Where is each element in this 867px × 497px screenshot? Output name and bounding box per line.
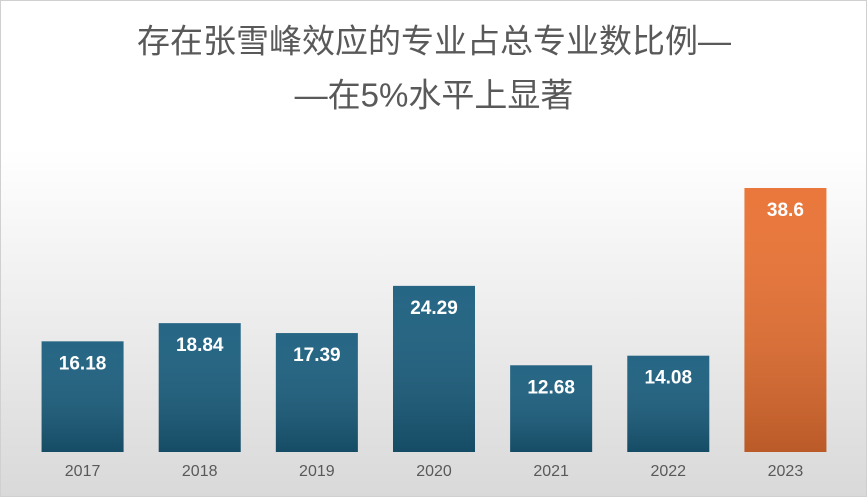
x-tick-label: 2018 xyxy=(182,463,218,480)
data-label: 16.18 xyxy=(59,353,107,374)
bar-shade xyxy=(41,341,124,452)
chart-title: —在5%水平上显著 xyxy=(295,77,574,114)
bar-shade xyxy=(744,188,827,452)
data-label: 17.39 xyxy=(293,345,341,366)
x-tick-label: 2023 xyxy=(768,463,804,480)
data-label: 24.29 xyxy=(410,298,458,319)
data-label: 14.08 xyxy=(645,368,693,389)
chart-title: 存在张雪峰效应的专业占总专业数比例— xyxy=(137,23,731,60)
data-label: 38.6 xyxy=(767,200,804,221)
bar-shade xyxy=(627,355,710,452)
x-tick-label: 2017 xyxy=(65,463,101,480)
x-tick-label: 2021 xyxy=(533,463,569,480)
bar-shade xyxy=(158,323,241,452)
data-label: 18.84 xyxy=(176,335,224,356)
bar-shade xyxy=(393,285,475,452)
bar-shade xyxy=(275,333,358,452)
x-tick-label: 2019 xyxy=(299,463,335,480)
x-tick-label: 2020 xyxy=(416,463,452,480)
bar-shade xyxy=(510,365,593,452)
x-tick-label: 2022 xyxy=(650,463,686,480)
data-label: 12.68 xyxy=(527,377,575,398)
